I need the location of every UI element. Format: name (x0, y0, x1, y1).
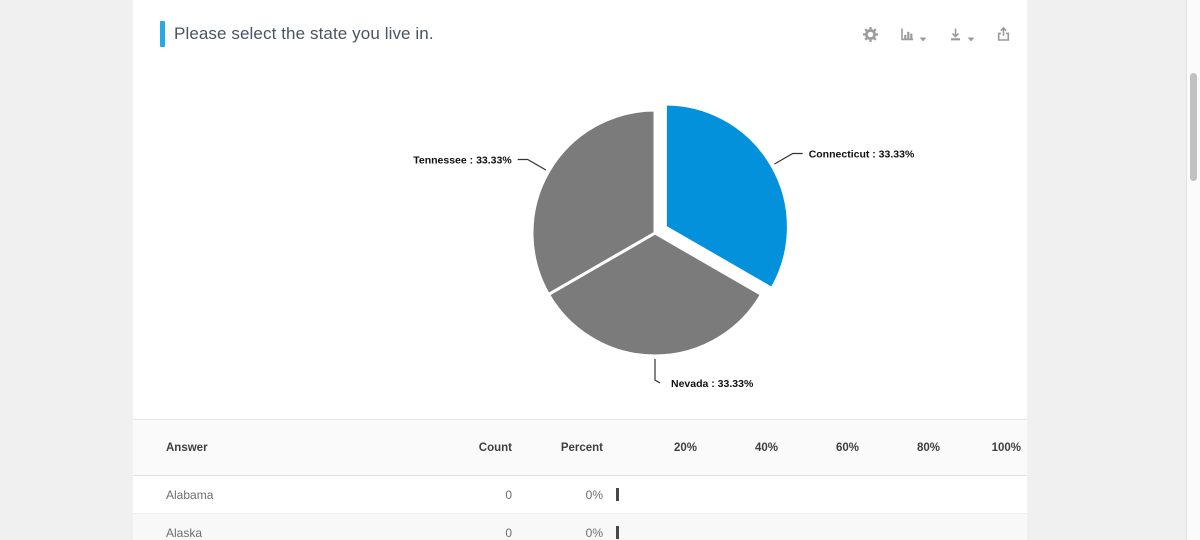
chart-type-button[interactable] (899, 26, 927, 43)
percent-bar-track (616, 487, 1021, 502)
grid-label: 40% (754, 441, 778, 454)
pie-label-leader (774, 152, 803, 165)
scrollbar-thumb[interactable] (1190, 73, 1197, 181)
table-row: Alabama 0 0% (133, 476, 1027, 514)
pie-slice-tennessee[interactable] (530, 108, 657, 296)
grid-label: 60% (835, 441, 859, 454)
table-header-row: Answer Count Percent 20% 40% 60% 80% 100% (133, 420, 1027, 476)
percent-cell: 0% (585, 487, 603, 502)
export-button[interactable] (995, 26, 1012, 43)
toolbar (862, 26, 1012, 43)
chevron-down-icon (919, 37, 927, 42)
table-body: Alabama 0 0% Alaska 0 0% (133, 476, 1027, 540)
percent-bar-track (616, 525, 1021, 540)
pie-label-tennessee: Tennessee : 33.33% (413, 155, 512, 167)
pie-label-nevada: Nevada : 33.33% (671, 378, 754, 390)
chevron-down-icon (967, 37, 975, 42)
percent-bar (616, 525, 619, 539)
percent-cell: 0% (585, 525, 603, 540)
percent-bar (616, 487, 619, 501)
download-icon (947, 26, 964, 43)
results-table: Answer Count Percent 20% 40% 60% 80% 100% Al… (133, 419, 1027, 540)
grid-labels: 20% 40% 60% 80% 100% (616, 442, 1021, 454)
answer-cell: Alaska (166, 525, 203, 540)
pie-chart: Connecticut : 33.33% Nevada : 33.33% Tenne… (413, 102, 915, 390)
pie-slice-connecticut[interactable] (663, 102, 790, 290)
column-header-percent: Percent (560, 441, 603, 454)
download-button[interactable] (947, 26, 975, 43)
survey-results-card: Please select the state you live in. (133, 0, 1027, 540)
grid-label: 20% (673, 441, 697, 454)
count-cell: 0 (505, 525, 512, 540)
grid-label: 100% (991, 441, 1021, 454)
page-title: Please select the state you live in. (174, 24, 434, 43)
gear-icon (862, 26, 879, 43)
scrollbar-track[interactable] (1186, 0, 1200, 540)
card-header: Please select the state you live in. (160, 19, 1012, 49)
table-row: Alaska 0 0% (133, 514, 1027, 540)
bar-chart-icon (899, 26, 916, 43)
pie-slice-nevada[interactable] (546, 231, 764, 358)
column-header-count: Count (478, 441, 512, 454)
answer-cell: Alabama (166, 487, 214, 502)
count-cell: 0 (505, 487, 512, 502)
column-header-answer: Answer (166, 441, 208, 454)
pie-label-connecticut: Connecticut : 33.33% (809, 149, 915, 161)
share-icon (995, 26, 1012, 43)
settings-button[interactable] (862, 26, 879, 43)
grid-label: 80% (916, 441, 940, 454)
pie-label-leader (654, 359, 661, 384)
pie-label-leader (517, 158, 547, 171)
title-accent-bar (160, 21, 165, 47)
